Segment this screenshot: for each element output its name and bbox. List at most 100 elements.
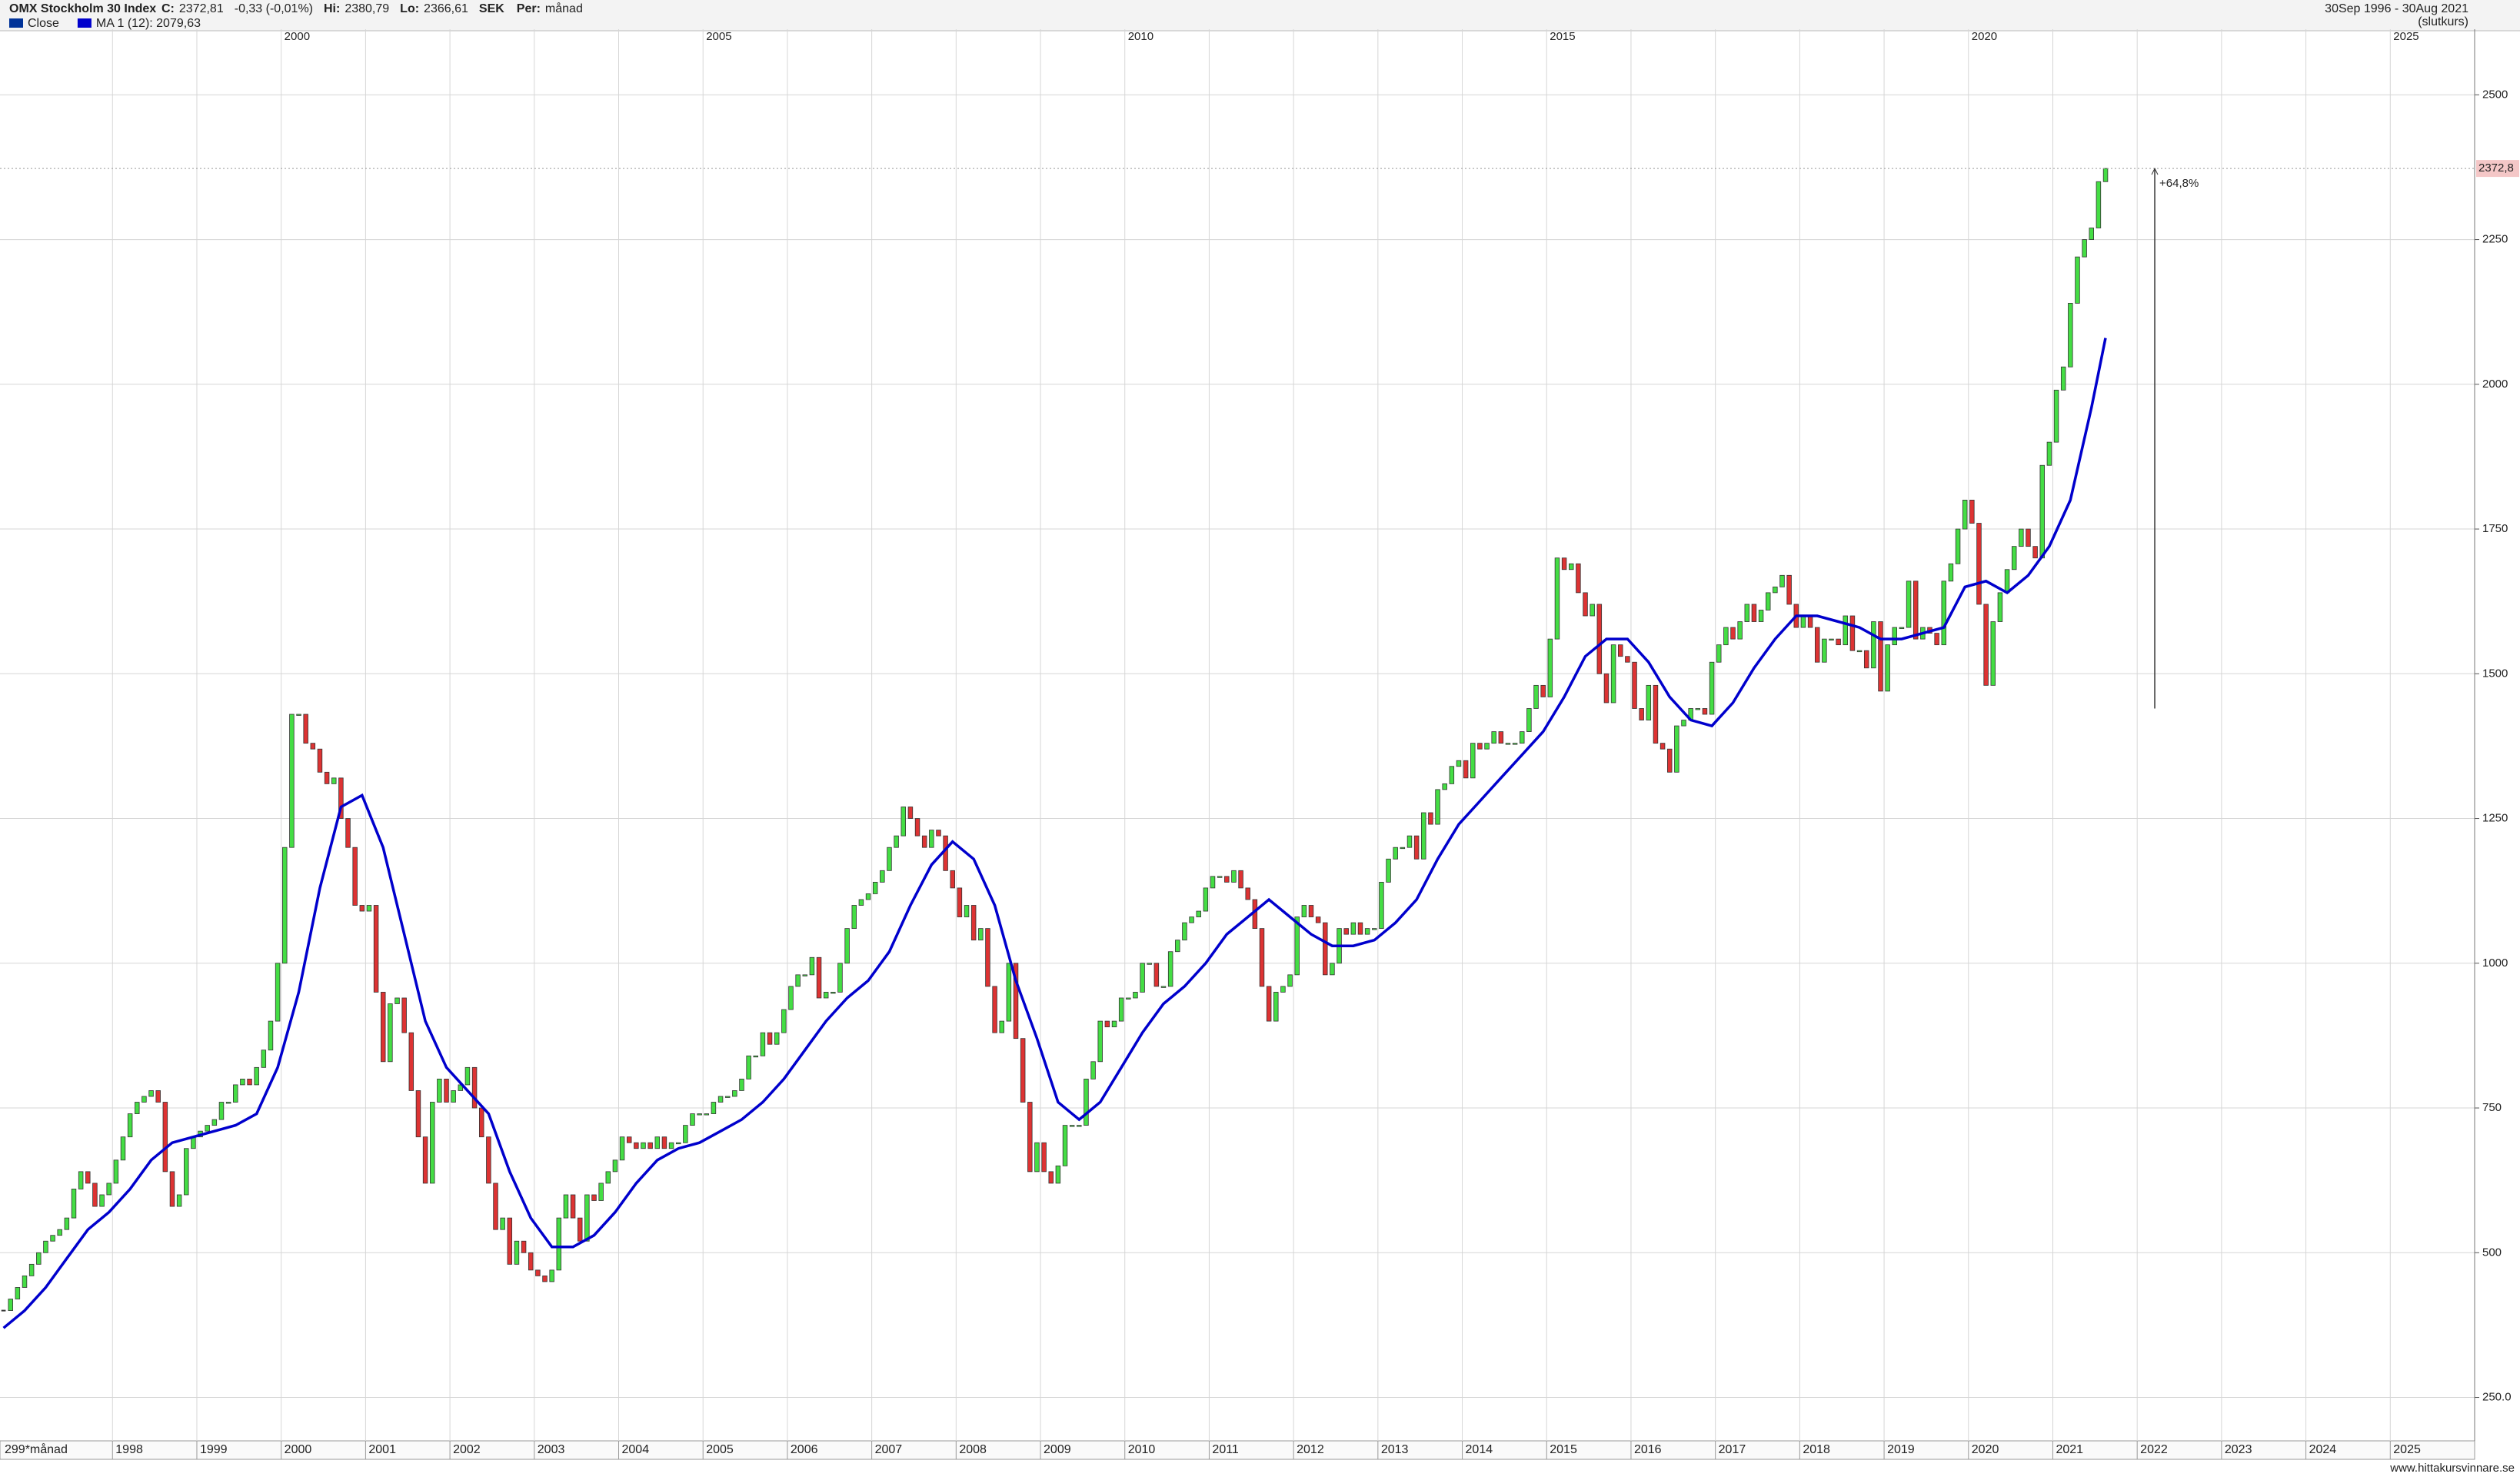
x-tick-label: 2020 <box>1972 1443 1999 1456</box>
candle <box>1836 638 1841 646</box>
candle <box>851 905 857 930</box>
candle <box>1126 997 1131 1000</box>
candle <box>1442 783 1447 790</box>
candle <box>809 956 815 976</box>
candle <box>1097 1020 1103 1063</box>
candle <box>1413 835 1420 860</box>
candle <box>1013 963 1019 1040</box>
candle <box>1287 974 1293 987</box>
stat-label: Lo: <box>400 2 419 15</box>
candle <box>1540 684 1546 697</box>
candle <box>148 1090 154 1097</box>
candle <box>577 1217 583 1242</box>
candle <box>1245 887 1250 900</box>
candle <box>141 1096 147 1103</box>
candle <box>549 1269 554 1282</box>
candle <box>1210 876 1216 889</box>
candle <box>1843 615 1849 646</box>
candle <box>120 1136 126 1161</box>
candle <box>240 1078 245 1086</box>
candle <box>1153 963 1160 987</box>
range-note: (slutkurs) <box>2418 15 2468 28</box>
x-tick-label: 2012 <box>1297 1443 1324 1456</box>
candle <box>1976 523 1982 605</box>
candle <box>1737 621 1743 640</box>
candle <box>1906 580 1912 628</box>
candle <box>887 847 892 871</box>
candle <box>1899 627 1905 629</box>
candle <box>303 714 308 744</box>
candle <box>1280 986 1286 993</box>
candle <box>1603 673 1610 704</box>
candle <box>415 1090 421 1138</box>
candle <box>1618 644 1623 657</box>
candle <box>1969 500 1975 524</box>
candle <box>1104 1020 1110 1028</box>
x-tick-label: 1998 <box>115 1443 143 1456</box>
x-tick-label: 1999 <box>200 1443 228 1456</box>
candle <box>176 1194 182 1207</box>
candle <box>717 1096 724 1103</box>
x-tick-label: 2001 <box>368 1443 396 1456</box>
candle <box>900 807 906 837</box>
candle <box>289 714 295 848</box>
candle <box>943 835 948 871</box>
candle <box>1062 1125 1068 1166</box>
x-tick-label: 2006 <box>791 1443 818 1456</box>
candle <box>1962 500 1968 530</box>
candle <box>1596 604 1603 674</box>
candle <box>654 1136 661 1149</box>
candle <box>1730 627 1736 640</box>
candle <box>872 881 878 894</box>
candle <box>1948 563 1954 582</box>
stat-label: SEK <box>479 2 504 15</box>
candle <box>106 1183 112 1196</box>
candle <box>254 1066 259 1086</box>
candle <box>605 1171 611 1184</box>
x-tick-label: 2021 <box>2056 1443 2083 1456</box>
candle <box>1912 580 1919 640</box>
candle <box>1765 592 1771 610</box>
candle <box>1175 940 1180 953</box>
candle <box>1934 633 1939 646</box>
candle <box>2026 528 2031 547</box>
candle <box>1182 922 1187 941</box>
candle <box>2102 168 2109 182</box>
candle <box>1526 708 1532 732</box>
candle <box>767 1032 773 1045</box>
x-tick-label: 2023 <box>2225 1443 2252 1456</box>
candle <box>211 1119 218 1126</box>
candle <box>914 818 920 837</box>
candle <box>1084 1078 1089 1126</box>
candle <box>521 1240 527 1253</box>
candle <box>1653 684 1659 744</box>
candle <box>1266 986 1272 1022</box>
candle <box>1463 760 1469 779</box>
candle <box>493 1183 498 1230</box>
candle <box>1020 1038 1026 1103</box>
candle <box>598 1183 604 1201</box>
candle <box>464 1066 471 1086</box>
candle <box>1547 638 1553 697</box>
candle <box>1484 743 1490 750</box>
candle <box>1941 580 1947 646</box>
stat-value: månad <box>545 2 583 15</box>
candle <box>1364 928 1370 935</box>
candle <box>1273 992 1279 1022</box>
candle <box>1160 986 1167 988</box>
candle <box>1632 661 1637 709</box>
x-tick-label: 2004 <box>622 1443 650 1456</box>
candle <box>760 1032 766 1056</box>
candle <box>1477 743 1483 750</box>
ma-line <box>2 338 2107 1329</box>
candle <box>697 1113 702 1116</box>
candle <box>1259 928 1265 987</box>
candle <box>1512 743 1518 745</box>
candle <box>2089 228 2094 240</box>
candle <box>324 771 330 784</box>
candle <box>591 1194 597 1201</box>
candle <box>1983 604 1989 686</box>
candle <box>1505 743 1511 745</box>
candle <box>1814 627 1820 663</box>
candle <box>1435 789 1440 825</box>
